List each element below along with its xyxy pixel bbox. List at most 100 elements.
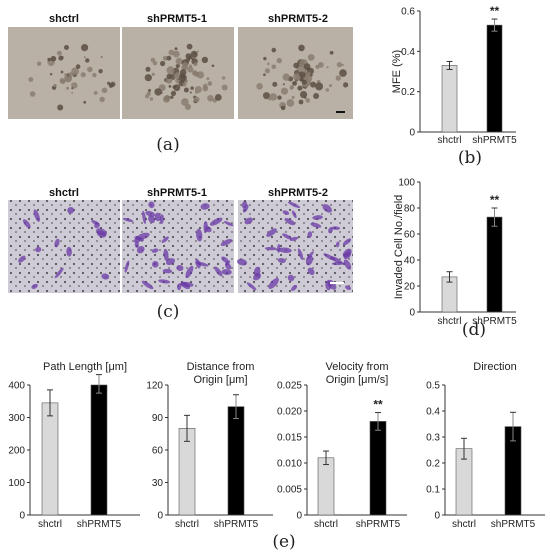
y-tick-label: 0.010 bbox=[277, 459, 302, 470]
x-tick-label: shctrl bbox=[38, 519, 62, 530]
panel-c-label-3: shPRMT5-2 bbox=[268, 187, 328, 199]
error-bar bbox=[491, 207, 498, 227]
panel-a-letter: (a) bbox=[156, 135, 179, 155]
y-tick-label: 40 bbox=[404, 256, 416, 267]
panel-c-label-2: shPRMT5-1 bbox=[147, 187, 207, 199]
y-tick-label: 30 bbox=[152, 478, 164, 489]
y-tick-label: 100 bbox=[8, 478, 25, 489]
colony-image-1 bbox=[8, 27, 120, 119]
y-tick-label: 0.4 bbox=[401, 47, 415, 58]
y-tick-label: 300 bbox=[8, 413, 25, 424]
significance-marker: ** bbox=[373, 398, 383, 412]
y-tick-label: 0.3 bbox=[426, 433, 440, 444]
chart-e1: 0 100 200 300 400 shctrl shPRMT5 Path Length [μ… bbox=[8, 361, 140, 530]
error-bar bbox=[446, 60, 453, 70]
bar-shctrl bbox=[441, 65, 458, 133]
invasion-image-1 bbox=[8, 200, 120, 293]
error-bar bbox=[446, 271, 453, 283]
error-bar bbox=[233, 394, 239, 420]
error-bar bbox=[375, 412, 381, 431]
y-tick-label: 0 bbox=[434, 511, 440, 522]
y-tick-label: 0.015 bbox=[277, 433, 302, 444]
panel-d-letter: (d) bbox=[462, 320, 486, 340]
chart-title: Path Length [μm] bbox=[43, 361, 127, 373]
bar-shPRMT5 bbox=[227, 406, 245, 516]
error-bar bbox=[184, 414, 190, 442]
chart-title: Distance from Origin [μm] bbox=[187, 361, 255, 386]
bar-shPRMT5 bbox=[486, 216, 503, 313]
panel-e-letter: (e) bbox=[272, 532, 295, 552]
bar-shctrl bbox=[41, 402, 59, 516]
x-tick-label: shPRMT5 bbox=[356, 519, 401, 530]
y-tick-label: 0.5 bbox=[426, 381, 440, 392]
chart-e3: 0 0.005 0.010 0.015 0.020 0.025 shctrl ** shPRMT… bbox=[277, 361, 407, 530]
x-tick-label: shctrl bbox=[314, 519, 338, 530]
y-tick-label: 200 bbox=[8, 446, 25, 457]
chart-d: 0 20 40 60 80 100 shctrl ** shPRMT5 Invaded Cell … bbox=[393, 178, 517, 328]
y-tick-label: 20 bbox=[404, 282, 416, 293]
x-tick-label: shPRMT5 bbox=[472, 316, 517, 327]
y-tick-label: 0.020 bbox=[277, 407, 302, 418]
y-tick-label: 100 bbox=[398, 178, 415, 189]
bar-shPRMT5 bbox=[90, 384, 108, 516]
x-tick-label: shctrl bbox=[438, 135, 462, 146]
chart-b: 0 0.2 0.4 0.6 shctrl ** shPRMT5 MFE (%) bbox=[391, 4, 517, 146]
invasion-image-3 bbox=[236, 200, 353, 293]
invasion-image-2 bbox=[122, 200, 234, 293]
panel-a-label-1: shctrl bbox=[49, 13, 79, 25]
chart-e2: 0 30 60 90 120 shctrl shPRMT5 Distance from Orig… bbox=[146, 361, 273, 530]
y-tick-label: 0.4 bbox=[426, 407, 440, 418]
error-bar bbox=[96, 374, 102, 394]
error-bar bbox=[47, 389, 53, 417]
y-tick-label: 0 bbox=[409, 308, 415, 319]
y-tick-label: 80 bbox=[404, 204, 416, 215]
scale-bar-c bbox=[330, 282, 344, 284]
bar-shctrl bbox=[317, 457, 335, 516]
x-tick-label: shPRMT5 bbox=[472, 135, 517, 146]
significance-marker: ** bbox=[490, 4, 500, 18]
y-tick-label: 90 bbox=[152, 413, 164, 424]
y-axis-label: MFE (%) bbox=[391, 50, 403, 93]
y-tick-label: 0.025 bbox=[277, 381, 302, 392]
panel-a-label-2: shPRMT5-1 bbox=[147, 13, 207, 25]
y-tick-label: 0 bbox=[409, 128, 415, 139]
colony-image-3 bbox=[238, 27, 353, 119]
y-tick-label: 0 bbox=[157, 511, 163, 522]
error-bar bbox=[510, 411, 516, 442]
panel-a-label-3: shPRMT5-2 bbox=[268, 13, 328, 25]
panel-c: shctrl shPRMT5-1 shPRMT5-2 (c) bbox=[8, 187, 353, 322]
x-tick-label: shPRMT5 bbox=[214, 519, 259, 530]
y-tick-label: 0.1 bbox=[426, 485, 440, 496]
y-tick-label: 0.2 bbox=[426, 459, 440, 470]
colony-image-2 bbox=[122, 27, 234, 119]
y-tick-label: 0.005 bbox=[277, 485, 302, 496]
error-bar bbox=[461, 437, 467, 460]
bar-shPRMT5 bbox=[486, 24, 503, 133]
y-tick-label: 60 bbox=[152, 446, 164, 457]
x-tick-label: shPRMT5 bbox=[77, 519, 122, 530]
y-tick-label: 0 bbox=[296, 511, 302, 522]
panel-a: shctrl shPRMT5-1 shPRMT5-2 (a) bbox=[8, 13, 353, 155]
x-tick-label: shctrl bbox=[175, 519, 199, 530]
y-axis-label: Invaded Cell No./field bbox=[393, 195, 405, 300]
significance-marker: ** bbox=[490, 193, 500, 207]
x-tick-label: shPRMT5 bbox=[491, 519, 536, 530]
y-tick-label: 0.6 bbox=[401, 7, 415, 18]
y-tick-label: 60 bbox=[404, 230, 416, 241]
chart-title: Direction bbox=[473, 361, 516, 373]
chart-e4: 0 0.1 0.2 0.3 0.4 0.5 shctrl shPRMT5 Direction bbox=[426, 361, 545, 530]
error-bar bbox=[491, 18, 498, 32]
panel-c-label-1: shctrl bbox=[49, 187, 79, 199]
y-tick-label: 0.2 bbox=[401, 87, 415, 98]
panel-c-letter: (c) bbox=[157, 302, 180, 322]
y-tick-label: 400 bbox=[8, 381, 25, 392]
panel-b-letter: (b) bbox=[458, 148, 482, 168]
scale-bar-a bbox=[336, 111, 345, 113]
x-tick-label: shctrl bbox=[452, 519, 476, 530]
x-tick-label: shctrl bbox=[438, 316, 462, 327]
y-tick-label: 120 bbox=[146, 381, 163, 392]
chart-title: Velocity from Origin [μm/s] bbox=[326, 361, 389, 386]
y-tick-label: 0 bbox=[19, 511, 25, 522]
